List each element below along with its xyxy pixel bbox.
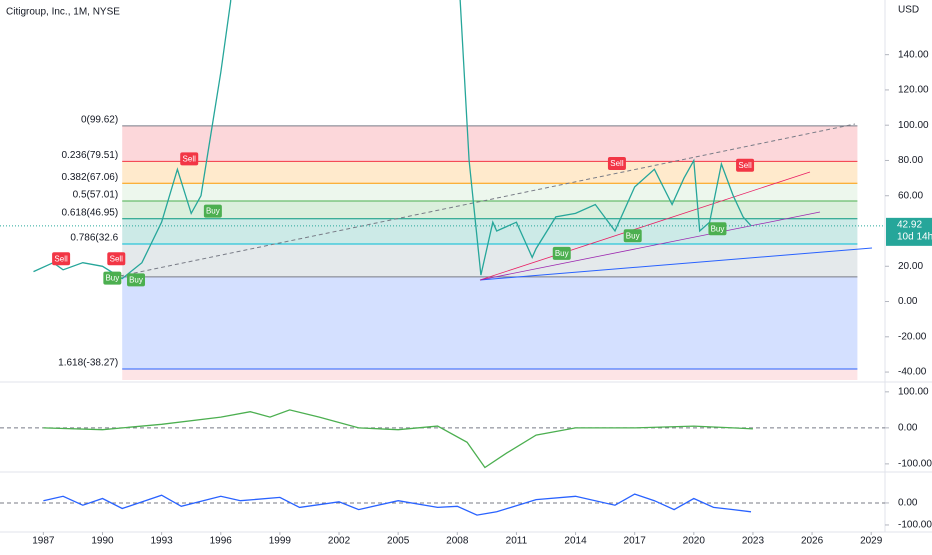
y-tick-label: 140.00 xyxy=(898,49,929,60)
x-tick-label: 2017 xyxy=(624,536,647,547)
signal-marker xyxy=(736,158,755,172)
y-tick-label: 120.00 xyxy=(898,85,929,96)
x-tick-label: 1987 xyxy=(32,536,55,547)
y-tick-label: 100.00 xyxy=(898,386,929,397)
signal-marker xyxy=(607,156,626,170)
fib-zone xyxy=(122,369,858,380)
x-tick-label: 1996 xyxy=(210,536,233,547)
signal-label: Sell xyxy=(54,254,68,263)
y-tick-label: -100.00 xyxy=(898,520,932,531)
signal-marker xyxy=(180,152,199,166)
signal-marker xyxy=(623,229,642,243)
y-tick-label: 100.00 xyxy=(898,120,929,131)
x-tick-label: 2020 xyxy=(683,536,706,547)
signal-label: Sell xyxy=(110,254,124,263)
signal-label: Sell xyxy=(738,161,752,170)
signal-marker xyxy=(552,246,571,260)
fib-zone xyxy=(122,125,858,162)
y-tick-label: 60.00 xyxy=(898,190,923,201)
x-tick-label: 2026 xyxy=(801,536,824,547)
x-tick-label: 1990 xyxy=(91,536,114,547)
y-tick-label: 0.00 xyxy=(898,498,918,509)
signal-label: Buy xyxy=(626,231,640,240)
countdown: 10d 14h xyxy=(897,231,932,242)
signal-marker xyxy=(708,222,727,236)
trend-line xyxy=(479,247,873,281)
signal-label: Buy xyxy=(555,249,569,258)
fib-zone xyxy=(122,161,858,184)
x-tick-label: 2011 xyxy=(506,536,528,547)
x-tick-label: 2008 xyxy=(446,536,469,547)
fib-label: 1.618(-38.27) xyxy=(58,358,118,369)
price-line xyxy=(43,493,752,516)
signal-marker xyxy=(103,271,122,285)
signal-marker xyxy=(203,204,222,218)
x-tick-label: 2029 xyxy=(860,536,883,547)
fib-label: 0.618(46.95) xyxy=(61,207,118,218)
y-tick-label: 80.00 xyxy=(898,155,923,166)
signal-label: Buy xyxy=(206,207,220,216)
y-tick-label: -100.00 xyxy=(898,459,932,470)
price-line xyxy=(43,409,753,469)
signal-label: Sell xyxy=(610,159,624,168)
x-tick-label: 2005 xyxy=(387,536,410,547)
x-tick-label: 2002 xyxy=(328,536,351,547)
y-tick-label: 20.00 xyxy=(898,261,923,272)
signal-label: Buy xyxy=(711,224,725,233)
fib-zone xyxy=(122,201,858,219)
signal-label: Buy xyxy=(105,274,119,283)
signal-label: Buy xyxy=(129,275,143,284)
fib-label: 0.236(79.51) xyxy=(61,150,118,161)
fib-zone xyxy=(122,183,858,202)
last-price-box xyxy=(886,217,932,246)
fib-label: 0(99.62) xyxy=(81,115,118,126)
x-tick-label: 1993 xyxy=(151,536,174,547)
x-tick-label: 1999 xyxy=(269,536,292,547)
fib-zone xyxy=(122,218,858,244)
fib-zone xyxy=(122,243,858,277)
x-tick-label: 2014 xyxy=(564,536,587,547)
symbol-title: Citigroup, Inc., 1M, NYSE xyxy=(6,7,120,18)
price-line xyxy=(33,0,752,280)
y-tick-label: -40.00 xyxy=(898,367,927,378)
x-tick-label: 2023 xyxy=(742,536,765,547)
signal-marker xyxy=(52,252,71,266)
fib-zone xyxy=(122,276,858,370)
signal-marker xyxy=(107,252,126,266)
fib-label: 0.5(57.01) xyxy=(73,190,119,201)
y-tick-label: -20.00 xyxy=(898,331,927,342)
fib-label: 0.786(32.6 xyxy=(70,233,118,244)
signal-marker xyxy=(127,273,146,287)
y-tick-label: 0.00 xyxy=(898,296,918,307)
signal-label: Sell xyxy=(183,155,197,164)
fib-label: 0.382(67.06) xyxy=(61,172,118,183)
trend-line xyxy=(119,123,856,277)
y-tick-label: 0.00 xyxy=(898,423,918,434)
trend-line xyxy=(479,211,821,281)
currency: USD xyxy=(898,5,919,16)
last-price-label: 42.92 xyxy=(897,219,922,230)
